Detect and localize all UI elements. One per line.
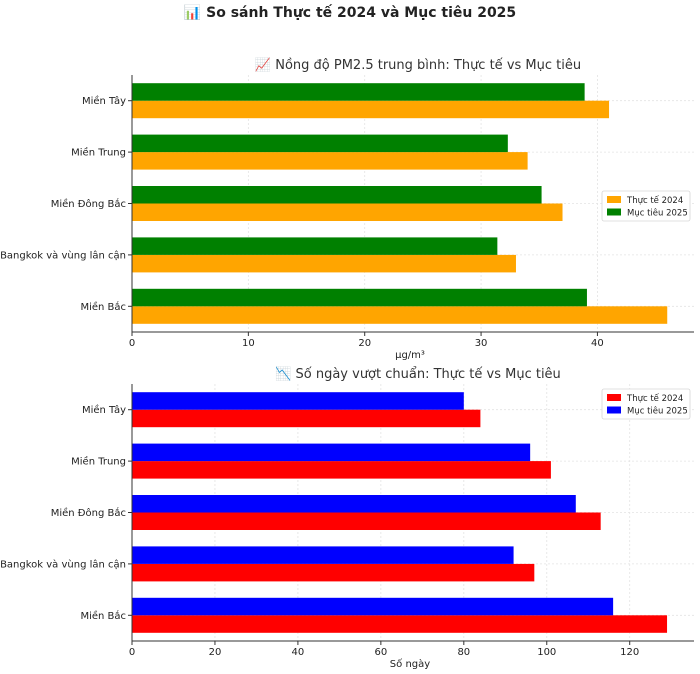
exceed-days-chart: 📉 Số ngày vượt chuẩn: Thực tế vs Mục tiê… bbox=[0, 366, 694, 670]
y-tick-label: Miền Bắc bbox=[80, 609, 126, 622]
bar-actual bbox=[132, 512, 601, 530]
bar-actual bbox=[132, 152, 528, 170]
y-tick-label: Miền Bắc bbox=[80, 300, 126, 313]
legend-swatch bbox=[607, 196, 621, 203]
chart-title: 📉 Số ngày vượt chuẩn: Thực tế vs Mục tiê… bbox=[275, 366, 561, 382]
y-tick-label: Miền Trung bbox=[71, 147, 126, 159]
bar-target bbox=[132, 186, 542, 204]
bar-target bbox=[132, 443, 531, 462]
legend-swatch bbox=[607, 208, 621, 216]
x-tick-label: 40 bbox=[591, 338, 604, 349]
bar-target bbox=[132, 597, 614, 616]
chart-title: 📈 Nồng độ PM2.5 trung bình: Thực tế vs M… bbox=[255, 57, 581, 73]
bar-target bbox=[132, 392, 464, 410]
bar-actual bbox=[132, 203, 563, 221]
bar-actual bbox=[132, 615, 668, 633]
x-tick-label: 60 bbox=[374, 647, 387, 658]
y-tick-label: Miền Trung bbox=[71, 456, 126, 468]
bar-actual bbox=[132, 254, 516, 273]
y-tick-label: Miền Đông Bắc bbox=[51, 197, 126, 210]
y-tick-label: Miền Tây bbox=[82, 404, 126, 416]
figure-suptitle: 📊 So sánh Thực tế 2024 và Mục tiêu 2025 bbox=[184, 4, 516, 21]
x-tick-label: 0 bbox=[129, 338, 135, 349]
bar-actual bbox=[132, 461, 551, 479]
legend-swatch bbox=[607, 406, 621, 414]
y-tick-label: Bangkok và vùng lân cận bbox=[0, 249, 126, 261]
legend: Thực tế 2024 Mục tiêu 2025 bbox=[601, 190, 691, 222]
y-tick-label: Miền Đông Bắc bbox=[51, 506, 126, 519]
legend-frame bbox=[601, 190, 691, 222]
bar-target bbox=[132, 495, 576, 513]
bar-actual bbox=[132, 306, 668, 324]
bar-target bbox=[132, 83, 585, 101]
bar-target bbox=[132, 546, 514, 564]
y-tick-label: Miền Tây bbox=[82, 95, 126, 107]
bar-target bbox=[132, 237, 498, 255]
x-tick-label: 40 bbox=[292, 647, 305, 658]
legend: Thực tế 2024 Mục tiêu 2025 bbox=[601, 388, 691, 420]
x-tick-label: 20 bbox=[358, 338, 371, 349]
legend-frame bbox=[601, 388, 691, 420]
bar-actual bbox=[132, 409, 481, 428]
legend-label: Thực tế 2024 bbox=[626, 195, 683, 206]
x-axis-label: µg/m³ bbox=[395, 350, 425, 361]
x-tick-label: 120 bbox=[620, 647, 639, 658]
x-tick-label: 30 bbox=[475, 338, 488, 349]
bar-actual bbox=[132, 563, 535, 582]
x-tick-label: 80 bbox=[457, 647, 470, 658]
x-tick-label: 20 bbox=[209, 647, 222, 658]
y-tick-label: Bangkok và vùng lân cận bbox=[0, 558, 126, 570]
x-tick-label: 10 bbox=[242, 338, 255, 349]
x-tick-label: 100 bbox=[537, 647, 556, 658]
legend-swatch bbox=[607, 394, 621, 401]
bar-target bbox=[132, 134, 508, 153]
legend-label: Mục tiêu 2025 bbox=[627, 208, 688, 219]
legend-label: Thực tế 2024 bbox=[626, 393, 683, 404]
pm25-chart: 📈 Nồng độ PM2.5 trung bình: Thực tế vs M… bbox=[0, 57, 694, 361]
legend-label: Mục tiêu 2025 bbox=[627, 406, 688, 417]
x-axis-label: Số ngày bbox=[390, 658, 430, 670]
x-tick-label: 0 bbox=[129, 647, 135, 658]
bar-target bbox=[132, 288, 587, 307]
bar-actual bbox=[132, 100, 610, 119]
